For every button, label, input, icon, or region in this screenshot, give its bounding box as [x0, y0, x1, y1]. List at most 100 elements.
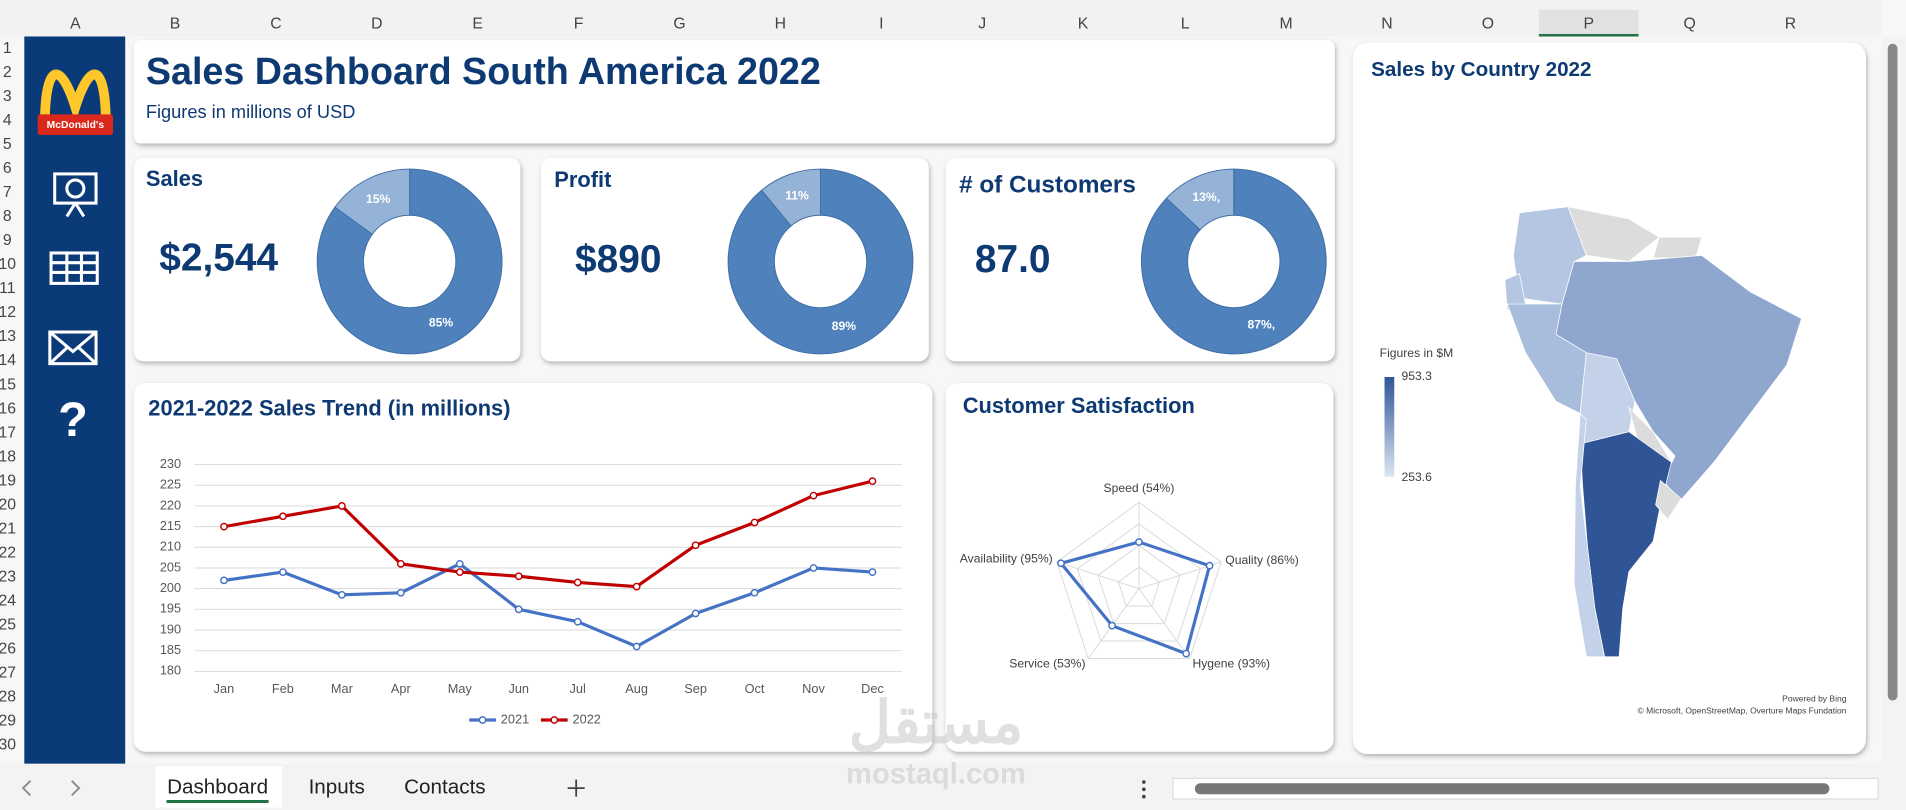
radar-marker	[1108, 621, 1116, 630]
line-marker	[691, 609, 700, 618]
donut-slice	[1165, 168, 1235, 231]
y-tick-label: 185	[160, 642, 181, 657]
line-marker	[514, 605, 523, 614]
y-tick-label: 230	[160, 456, 181, 471]
line-marker	[220, 576, 228, 585]
row-header: 14	[0, 352, 16, 369]
dashboard-subtitle: Figures in millions of USD	[146, 101, 356, 122]
column-header: J	[978, 15, 986, 32]
line-series	[223, 479, 873, 589]
kpi-value: $890	[575, 238, 662, 281]
row-header: 29	[0, 713, 16, 730]
row-header: 23	[0, 569, 16, 586]
row-header: 9	[3, 232, 12, 249]
column-header: M	[1279, 15, 1292, 32]
row-header: 27	[0, 665, 16, 682]
line-marker	[750, 588, 759, 597]
column-header: P	[1583, 15, 1594, 32]
donut-label: 85%	[429, 315, 453, 329]
row-header: 7	[3, 184, 12, 201]
h-scrollbar-thumb[interactable]	[1194, 783, 1830, 795]
row-header: 26	[0, 641, 16, 658]
row-header: 18	[0, 448, 16, 465]
donut-label: 15%	[366, 192, 390, 206]
legend-swatch-marker	[478, 716, 487, 724]
presentation-icon[interactable]	[53, 172, 98, 218]
column-header: I	[879, 15, 883, 32]
x-tick-label: Feb	[272, 681, 294, 696]
x-tick-label: May	[448, 681, 473, 696]
row-header: 24	[0, 593, 16, 610]
radar-spoke	[1056, 561, 1140, 590]
donut-slice	[1140, 168, 1327, 355]
y-tick-label: 205	[160, 559, 181, 574]
row-header: 21	[0, 520, 16, 537]
column-header: O	[1482, 15, 1494, 32]
sheet-tab[interactable]: Inputs	[309, 776, 365, 799]
radar-series	[1059, 540, 1212, 656]
radar-marker	[1057, 559, 1065, 568]
row-header: 25	[0, 617, 16, 634]
radar-grid	[1097, 544, 1181, 625]
dashboard-title: Sales Dashboard South America 2022	[146, 50, 821, 92]
selected-column	[1538, 9, 1639, 37]
map-attribution: © Microsoft, OpenStreetMap, Overture Map…	[1638, 706, 1847, 716]
donut-label: 87%,	[1247, 317, 1275, 331]
line-marker	[573, 617, 582, 626]
line-marker	[220, 522, 228, 531]
kpi-value: $2,544	[159, 237, 278, 280]
row-header: 15	[0, 376, 16, 393]
donut-slice	[727, 168, 914, 355]
sheet-tab[interactable]: Contacts	[404, 776, 485, 799]
title-panel	[133, 40, 1335, 144]
sidebar[interactable]	[24, 36, 126, 764]
line-marker	[573, 578, 582, 587]
line-marker	[868, 477, 877, 486]
column-header: B	[170, 15, 181, 32]
v-scrollbar-thumb[interactable]	[1887, 43, 1898, 701]
chart-title: 2021-2022 Sales Trend (in millions)	[148, 396, 510, 421]
map-region	[1567, 206, 1660, 262]
x-tick-label: Dec	[861, 681, 884, 696]
y-tick-label: 195	[160, 601, 181, 616]
x-tick-label: Sep	[684, 681, 707, 696]
line-marker	[868, 568, 877, 576]
donut-label: 13%,	[1192, 190, 1220, 204]
map-legend-scale	[1384, 377, 1395, 477]
row-header: 20	[0, 496, 16, 513]
x-tick-label: Oct	[745, 681, 765, 696]
y-tick-label: 210	[160, 539, 181, 554]
column-header: E	[472, 15, 483, 32]
donut-slice	[760, 168, 821, 227]
radar-grid	[1117, 566, 1161, 607]
table-icon[interactable]	[49, 251, 99, 285]
column-header: N	[1381, 15, 1392, 32]
map-legend-min: 253.6	[1402, 470, 1433, 484]
radar-label: Availability (95%)	[960, 552, 1053, 566]
line-marker	[809, 491, 818, 500]
y-tick-label: 225	[160, 477, 181, 492]
map-legend-max: 953.3	[1402, 369, 1433, 383]
row-header: 22	[0, 544, 16, 561]
add-sheet[interactable]	[567, 779, 585, 797]
column-header: K	[1078, 15, 1089, 32]
mail-icon[interactable]	[48, 330, 98, 366]
row-header: 11	[0, 280, 16, 297]
line-marker	[691, 541, 700, 550]
sheet-nav-arrows[interactable]	[21, 780, 81, 797]
y-tick-label: 215	[160, 518, 181, 533]
y-tick-label: 200	[160, 580, 181, 595]
column-header: C	[270, 15, 281, 32]
line-marker	[279, 512, 287, 521]
line-marker	[809, 564, 818, 572]
line-marker	[337, 502, 346, 510]
row-header: 10	[0, 256, 16, 273]
logo-arches	[40, 69, 111, 124]
sheet-tab[interactable]: Dashboard	[167, 776, 268, 799]
more-options[interactable]	[1142, 780, 1146, 799]
row-header: 4	[3, 112, 12, 129]
row-header: 12	[0, 304, 16, 321]
donut-slice	[334, 168, 411, 236]
row-header: 8	[3, 208, 12, 225]
